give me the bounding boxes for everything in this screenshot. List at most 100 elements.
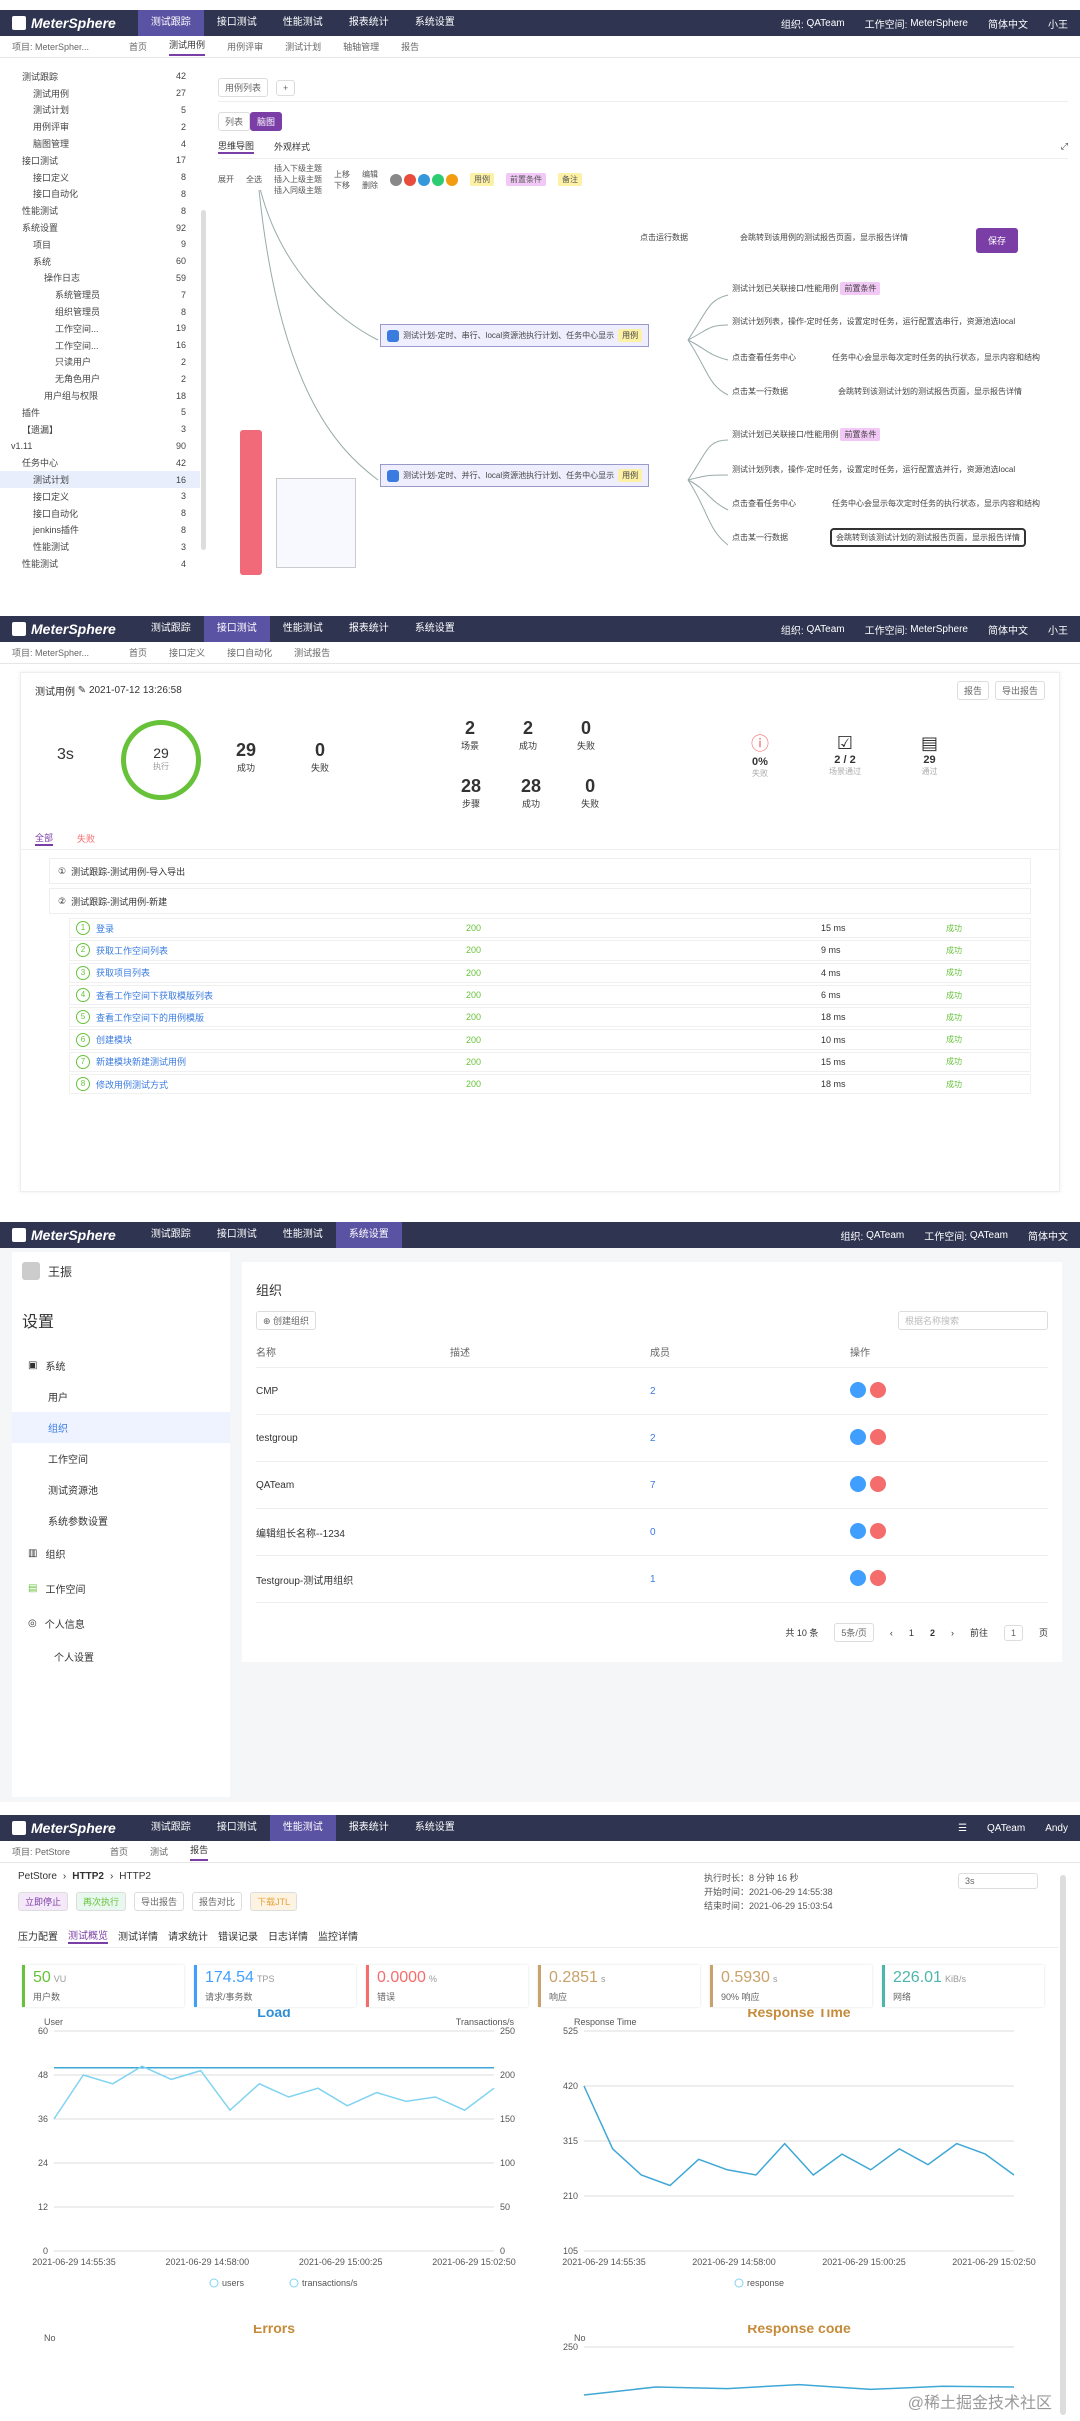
menu-workspace[interactable]: ▤ 工作空间 — [28, 1583, 86, 1596]
view-mindmap-button[interactable]: 脑图 — [250, 112, 283, 131]
rerun-button[interactable]: 再次执行 — [76, 1892, 127, 1911]
tree-node[interactable]: 接口定义 8 — [0, 169, 200, 186]
nav-item[interactable]: 测试跟踪 — [150, 1822, 191, 1833]
tag-case[interactable]: 用例 — [470, 173, 494, 186]
tab-all[interactable]: 全部 — [35, 831, 54, 846]
org-members-link[interactable]: 2 — [650, 1385, 656, 1397]
menu-item[interactable]: 工作空间 — [48, 1455, 88, 1466]
delete-icon[interactable] — [870, 1428, 886, 1445]
tree-node[interactable]: 工作空间... 16 — [0, 337, 200, 354]
org-select[interactable]: QATeam — [866, 1229, 905, 1241]
report-button[interactable]: 报告 — [956, 681, 989, 700]
export-button[interactable]: 导出报告 — [134, 1892, 185, 1911]
edit-icon[interactable] — [850, 1522, 866, 1539]
tree-node[interactable]: 任务中心 42 — [0, 454, 200, 471]
search-input[interactable]: 根据名称搜索 — [898, 1311, 1048, 1330]
mindmap-node[interactable]: 点击查看任务中心 — [732, 499, 796, 508]
subnav-item[interactable]: 测试 — [150, 1847, 169, 1857]
edit-icon[interactable] — [850, 1428, 866, 1445]
menu-item[interactable]: 组织 — [12, 1412, 230, 1443]
org-select[interactable]: QATeam — [806, 17, 845, 29]
tree-node[interactable]: 插件 5 — [0, 404, 200, 421]
menu-item[interactable]: 系统参数设置 — [48, 1517, 108, 1528]
report-tab[interactable]: 测试详情 — [118, 1932, 158, 1943]
compare-button[interactable]: 报告对比 — [192, 1892, 243, 1911]
org-members-link[interactable]: 7 — [650, 1479, 656, 1491]
menu-item[interactable]: 测试资源池 — [48, 1486, 98, 1497]
tree-node[interactable]: jenkins插件 8 — [0, 522, 200, 539]
step-row[interactable]: 4 查看工作空间下获取模版列表 200 6 ms 成功 — [69, 984, 1031, 1006]
mindmap-node[interactable]: 点击某一行数据 — [732, 533, 788, 542]
subnav-item[interactable]: 轴轴管理 — [343, 42, 380, 52]
minimap[interactable] — [276, 478, 356, 568]
org-members-link[interactable]: 2 — [650, 1432, 656, 1444]
tree-node[interactable]: 工作空间... 19 — [0, 320, 200, 337]
subnav-item[interactable]: 首页 — [110, 1847, 129, 1857]
mindmap-node-selected[interactable]: 会跳转到该测试计划的测试报告页面，显示报告详情 — [830, 528, 1026, 547]
org-select[interactable]: QATeam — [987, 1822, 1026, 1834]
menu-system[interactable]: ▣ 系统 — [28, 1360, 66, 1373]
nav-item[interactable]: 测试跟踪 — [137, 10, 204, 36]
tree-node[interactable]: 系统 60 — [0, 253, 200, 270]
insert-parent-button[interactable]: 插入上级主题 — [274, 175, 322, 184]
move-down-button[interactable]: 下移 — [334, 180, 350, 190]
tree-node[interactable]: 【遗漏】 3 — [0, 421, 200, 438]
tab-failed[interactable]: 失败 — [77, 834, 96, 844]
tree-node[interactable]: 接口自动化 8 — [0, 186, 200, 203]
next-page-icon[interactable]: › — [950, 1627, 954, 1638]
nav-item[interactable]: 测试跟踪 — [150, 1229, 191, 1240]
lang-select[interactable]: 简体中文 — [988, 625, 1028, 637]
tree-node[interactable]: 操作日志 59 — [0, 270, 200, 287]
page-number[interactable]: 1 — [908, 1627, 914, 1638]
user-menu[interactable]: Andy — [1045, 1822, 1068, 1834]
menu-org[interactable]: ▥ 组织 — [28, 1548, 66, 1561]
mindmap-node[interactable]: 会跳转到该用例的测试报告页面，显示报告详情 — [740, 233, 908, 242]
menu-item[interactable]: 用户 — [48, 1393, 68, 1404]
tree-node[interactable]: 性能测试 8 — [0, 202, 200, 219]
nav-item[interactable]: 性能测试 — [269, 1815, 336, 1841]
tree-node[interactable]: 系统设置 92 — [0, 219, 200, 236]
nav-item[interactable]: 接口测试 — [216, 1229, 257, 1240]
zoom-control[interactable] — [240, 430, 262, 575]
user-menu[interactable]: 小王 — [1048, 19, 1068, 31]
scenario-group[interactable]: ② 测试跟踪-测试用例-新建 — [49, 888, 1031, 914]
mode-tab[interactable]: 外观样式 — [274, 142, 311, 152]
edit-icon[interactable] — [850, 1475, 866, 1492]
menu-profile[interactable]: ◎ 个人信息 — [28, 1618, 85, 1631]
subnav-item[interactable]: 报告 — [190, 1843, 209, 1861]
ws-select[interactable]: QATeam — [969, 1229, 1008, 1241]
step-row[interactable]: 5 查看工作空间下的用例模版 200 18 ms 成功 — [69, 1007, 1031, 1028]
subnav-item[interactable]: 首页 — [129, 42, 148, 52]
subnav-item[interactable]: 测试报告 — [294, 648, 331, 658]
mindmap-node[interactable]: 测试计划列表，操作-定时任务，设置定时任务，运行配置选串行，资源池选local — [732, 317, 1016, 326]
report-tab[interactable]: 错误记录 — [218, 1932, 258, 1943]
subnav-item[interactable]: 报告 — [401, 42, 420, 52]
tree-node[interactable]: 只读用户 2 — [0, 354, 200, 371]
tree-node[interactable]: 用例评审 2 — [0, 118, 200, 135]
tree-node[interactable]: 接口定义 3 — [0, 488, 200, 505]
mindmap-node[interactable]: 任务中心会显示每次定时任务的执行状态，显示内容和结构 — [832, 353, 1040, 362]
mindmap-node[interactable]: 点击查看任务中心 — [732, 353, 796, 362]
subnav-item[interactable]: 接口定义 — [169, 648, 206, 658]
subnav-item[interactable]: 测试计划 — [285, 42, 322, 52]
lang-select[interactable]: 简体中文 — [988, 19, 1028, 31]
delete-icon[interactable] — [870, 1475, 886, 1492]
stop-button[interactable]: 立即停止 — [18, 1892, 69, 1911]
nav-item[interactable]: 报表统计 — [348, 1822, 389, 1833]
org-members-link[interactable]: 1 — [650, 1573, 656, 1585]
nav-item[interactable]: 系统设置 — [335, 1222, 402, 1248]
fullscreen-icon[interactable]: ⤢ — [1060, 141, 1068, 151]
report-tab[interactable]: 日志详情 — [268, 1932, 308, 1943]
delete-icon[interactable] — [870, 1569, 886, 1586]
tree-node[interactable]: 测试计划 5 — [0, 102, 200, 119]
user-menu[interactable]: 小王 — [1048, 625, 1068, 637]
nav-item[interactable]: 报表统计 — [348, 623, 389, 634]
nav-item[interactable]: 接口测试 — [216, 1822, 257, 1833]
prev-page-icon[interactable]: ‹ — [889, 1627, 893, 1638]
move-up-button[interactable]: 上移 — [334, 169, 350, 179]
mindmap-node[interactable]: 点击某一行数据 — [732, 387, 788, 396]
export-button[interactable]: 导出报告 — [994, 681, 1045, 700]
project-select[interactable]: 项目: PetStore — [12, 1847, 71, 1857]
insert-sibling-button[interactable]: 插入同级主题 — [274, 186, 322, 195]
mindmap-case-node[interactable]: 测试计划-定时、并行、local资源池执行计划、任务中心显示 用例 — [380, 464, 650, 487]
